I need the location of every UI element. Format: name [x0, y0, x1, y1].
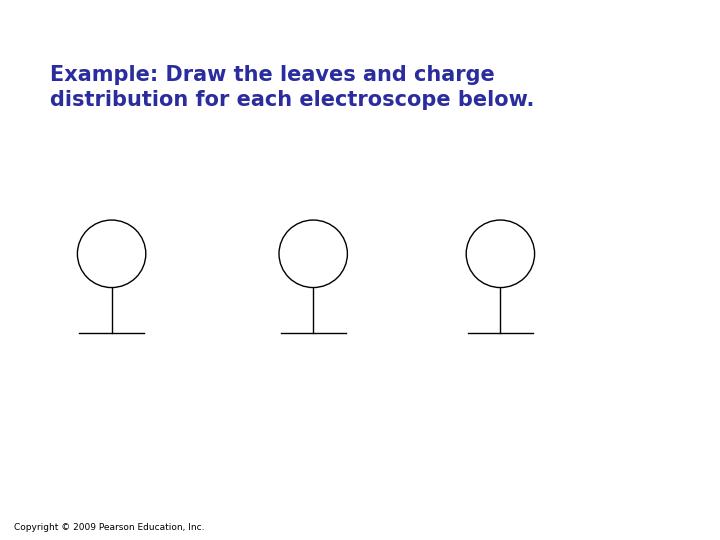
- Text: Copyright © 2009 Pearson Education, Inc.: Copyright © 2009 Pearson Education, Inc.: [14, 523, 205, 532]
- Text: Example: Draw the leaves and charge
distribution for each electroscope below.: Example: Draw the leaves and charge dist…: [50, 65, 535, 110]
